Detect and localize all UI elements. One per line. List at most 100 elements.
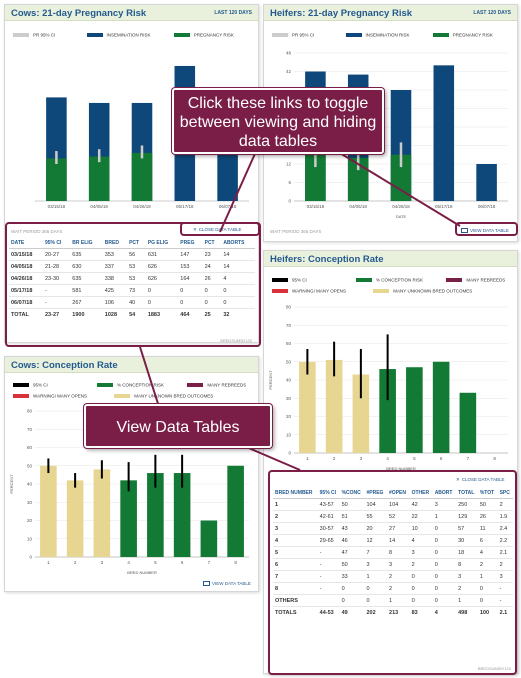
cows-conception-rate-panel: Cows: Conception Rate 95% CI % CONCEPTIO…: [4, 356, 259, 592]
table-cell: 57: [456, 522, 478, 535]
x-tick-label: 4: [386, 456, 389, 461]
callout-line: data tables: [238, 133, 318, 150]
x-tick-label: 06/07/18: [478, 204, 496, 209]
table-cell: [317, 594, 340, 607]
y-tick-label: 42: [286, 69, 292, 74]
table-cell: 3: [432, 498, 457, 511]
table-cell: 164: [178, 272, 203, 285]
table-cell: 0: [339, 594, 365, 607]
conception-rate-bar: [379, 369, 396, 453]
table-header-row: BRED NUMBER 95% CI %CONC #PREG #OPEN OTHER ABO…: [273, 488, 513, 499]
close-data-table-link[interactable]: ✕ CLOSE DATA TABLE: [456, 477, 504, 482]
table-cell: 631: [145, 248, 179, 261]
legend-swatch: [13, 382, 29, 387]
table-cell: 153: [178, 260, 203, 273]
table-cell: 464: [180, 311, 190, 318]
table-cell: 4: [434, 609, 438, 616]
table-cell: 26: [477, 510, 498, 523]
table-cell: 0: [364, 594, 388, 607]
table-cell: 04/26/18: [9, 272, 43, 285]
conception-rate-bar: [459, 392, 477, 453]
legend-label: 95% CI: [292, 277, 307, 283]
table-row: 05/17/18-581 425 73 0 0 0 0: [9, 284, 255, 297]
link-label: VIEW DATA TABLE: [470, 228, 509, 233]
view-data-table-link[interactable]: VIEW DATA TABLE: [203, 581, 251, 587]
table-cell: 14: [387, 534, 410, 547]
table-cell: 24: [202, 260, 222, 273]
column-header: BR ELIG: [70, 238, 103, 249]
table-cell: 0: [145, 296, 179, 309]
table-cell: 0: [432, 582, 457, 595]
table-cell: OTHERS: [273, 594, 318, 607]
column-header: ABORT: [432, 488, 457, 499]
table-cell: 3: [497, 570, 513, 583]
x-tick-label: 04/05/18: [349, 204, 367, 209]
table-cell: -: [317, 558, 340, 571]
column-header: PG ELIG: [145, 238, 179, 249]
table-cell: 44-53: [319, 609, 334, 616]
column-header: BRED NUMBER: [273, 488, 318, 499]
y-tick-label: 6: [288, 180, 291, 185]
x-tick-label: 5: [154, 560, 157, 565]
table-cell: 50: [477, 498, 498, 511]
table-cell: 1: [456, 594, 478, 607]
y-tick-label: 50: [27, 463, 33, 468]
table-cell: 18: [456, 546, 478, 559]
table-cell: 0: [221, 296, 255, 309]
x-tick-label: 7: [208, 560, 211, 565]
column-header: BRED: [102, 238, 128, 249]
view-data-table-link[interactable]: VIEW DATA TABLE: [461, 228, 509, 234]
x-tick-label: 05/17/18: [435, 204, 453, 209]
conception-rate-bar: [406, 367, 423, 453]
x-tick-label: 6: [440, 456, 443, 461]
table-cell: 50: [339, 558, 365, 571]
table-cell: 52: [387, 510, 410, 523]
legend-swatch: [13, 32, 29, 37]
conception-rate-bar: [432, 361, 450, 453]
table-cell: 8: [273, 582, 318, 595]
table-cell: 2.1: [497, 546, 513, 559]
table-cell: 5: [273, 546, 318, 559]
table-cell: -: [317, 546, 340, 559]
table-cell: 0: [432, 558, 457, 571]
y-axis-label: PERCENT: [268, 370, 273, 390]
table-cell: 56: [127, 248, 146, 261]
table-cell: 635: [70, 248, 103, 261]
table-cell: 22: [409, 510, 433, 523]
conception-rate-bar: [147, 473, 164, 557]
heifers-conception-data-table: BRED NUMBER 95% CI %CONC #PREG #OPEN OTHER ABO…: [273, 488, 513, 618]
table-cell: -: [317, 570, 340, 583]
wait-period-label: WAIT PERIOD 365 DAYS: [270, 229, 322, 234]
legend-label: PREGNANCY RISK: [193, 32, 234, 38]
table-cell: 23-27: [45, 311, 60, 318]
table-cell: 49: [341, 609, 348, 616]
table-cell: 0: [409, 570, 433, 583]
conception-rate-bar: [352, 374, 370, 453]
legend-label: WARNING! MANY OPENS: [33, 393, 88, 399]
conception-rate-bar: [299, 361, 316, 453]
table-cell: 1: [477, 570, 498, 583]
table-row: 03/15/18 20-27 635 353 56 631 147 23 14: [9, 248, 255, 261]
table-cell: 04/05/18: [9, 260, 43, 273]
table-cell: 626: [145, 272, 179, 285]
x-tick-label: 04/26/18: [392, 204, 410, 209]
table-cell: -: [497, 594, 513, 607]
conception-rate-bar: [120, 480, 137, 557]
legend-swatch: [373, 289, 390, 294]
table-cell: 43: [339, 522, 365, 535]
y-tick-label: 70: [27, 427, 33, 432]
table-cell: 581: [70, 284, 103, 297]
conception-rate-bar: [93, 469, 111, 557]
table-cell: 2.2: [497, 534, 513, 547]
x-axis-label: BRED NUMBER: [127, 570, 157, 575]
callout-line: View Data Tables: [116, 419, 240, 436]
x-tick-label: 06/07/18: [219, 204, 237, 209]
y-tick-label: 60: [286, 341, 292, 346]
table-cell: 20: [364, 522, 388, 535]
legend-label: PREGNANCY RISK: [452, 32, 493, 38]
pregnancy-risk-bar: [46, 158, 67, 201]
table-cell: 21-28: [43, 260, 71, 273]
table-total-row: TOTALS 44-53 49 202 213 83 4 498 100 2.1: [273, 607, 513, 619]
table-cell: 0: [221, 284, 255, 297]
